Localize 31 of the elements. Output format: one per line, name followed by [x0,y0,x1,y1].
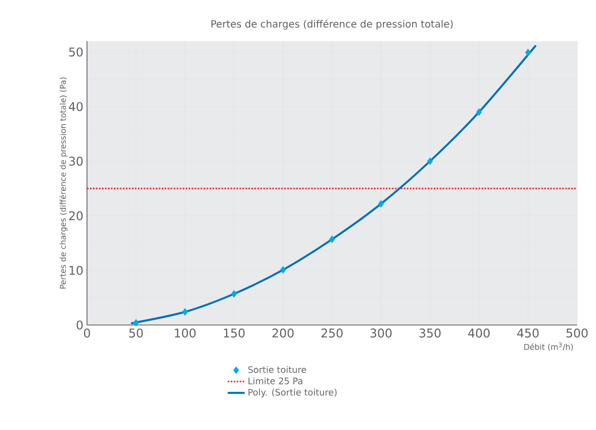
x-tick-label: 150 [224,328,245,338]
x-tick-label: 500 [566,328,588,338]
point [231,290,237,298]
point [133,319,139,327]
x-tick-label: 200 [272,328,294,338]
line-series [130,44,537,324]
legend-label: Poly. (Sortie toiture) [248,388,337,398]
y-tick-label: 0 [76,320,83,330]
y-tick-label: 40 [68,102,83,112]
x-tick-label: 100 [174,328,196,338]
legend-label: Limite 25 Pa [248,377,302,384]
x-tick-label: 250 [321,328,343,338]
x-tick-label: 400 [468,328,490,338]
point [329,235,335,244]
point [476,108,482,116]
point [427,157,433,165]
point [525,48,531,56]
x-tick-label: 350 [420,328,441,338]
point [280,266,286,274]
point [378,200,384,208]
x-tick-label: 300 [370,328,392,338]
point [182,308,188,316]
y-tick-label: 10 [70,266,83,275]
x-tick-label: 450 [517,328,539,338]
y-tick-label: 30 [69,156,83,166]
x-tick-label: 50 [129,328,143,338]
legend-label: Sortie toiture [248,366,306,374]
x-tick-label: 0 [84,328,90,338]
chart-title: Pertes de charges (différence de pression totale) [211,20,453,30]
y-tick-label: 50 [69,47,83,57]
y-tick-label: 20 [69,211,83,220]
